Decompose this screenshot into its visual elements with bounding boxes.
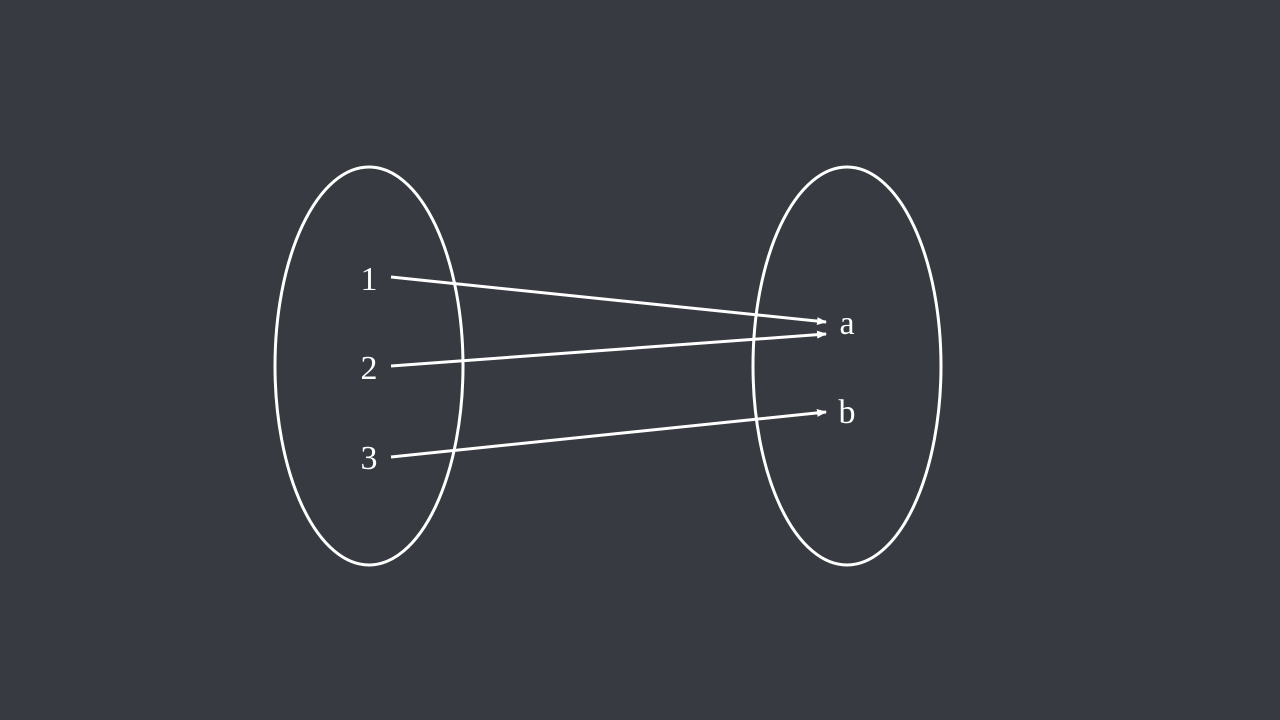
- arrow-2-to-a: [390, 330, 827, 368]
- domain-set-oval: [273, 165, 465, 567]
- codomain-element-a: a: [839, 305, 854, 342]
- arrow-3-to-b: [390, 408, 827, 459]
- codomain-set-oval: [751, 165, 943, 567]
- codomain-element-b: b: [839, 394, 856, 431]
- domain-element-3: 3: [361, 440, 378, 477]
- arrow-1-to-a: [390, 275, 827, 326]
- domain-element-1: 1: [361, 261, 378, 298]
- domain-element-2: 2: [361, 350, 378, 387]
